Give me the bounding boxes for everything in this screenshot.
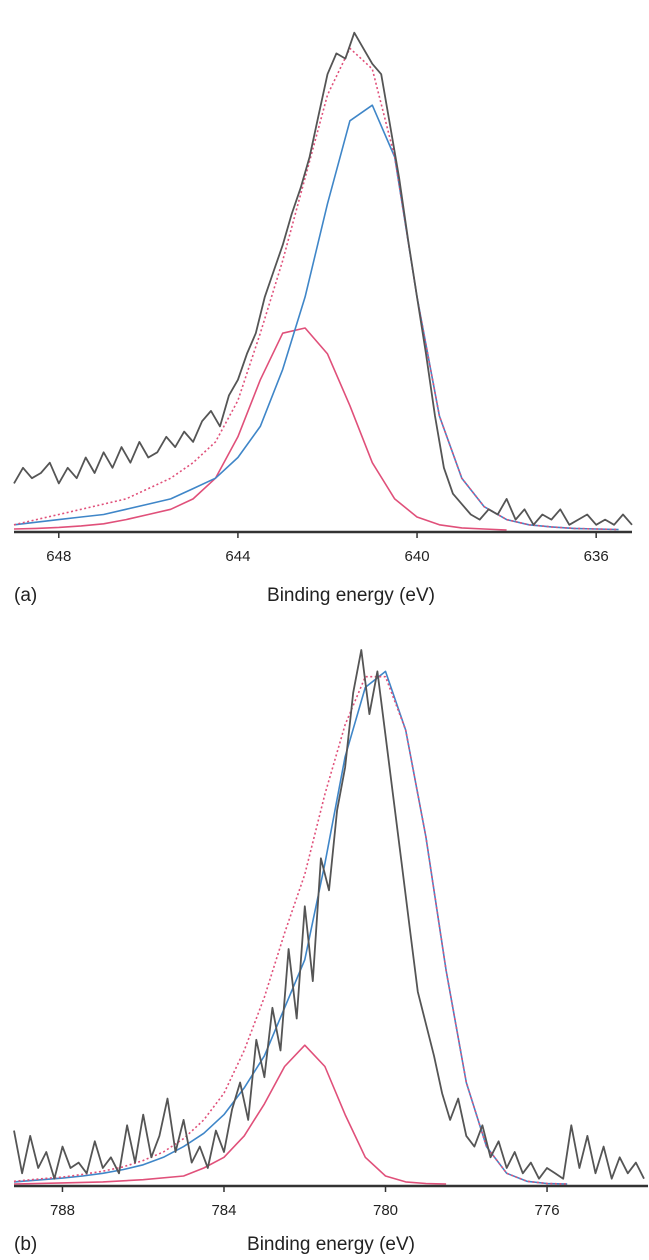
chart-b-ticks: 788 784 780 776 bbox=[50, 1186, 560, 1219]
chart-b-series-data bbox=[13, 649, 645, 1180]
chart-b-panel-label: (b) bbox=[14, 1234, 37, 1255]
chart-a-panel-label: (a) bbox=[14, 585, 37, 606]
chart-panel-b: 788 784 780 776 (b) Binding energy (eV) bbox=[0, 630, 649, 1260]
chart-b-series-component-minor bbox=[13, 1044, 447, 1185]
chart-a-series-component-main bbox=[13, 104, 619, 531]
chart-panel-a: 648 644 640 636 (a) Binding energy (eV) bbox=[0, 0, 649, 620]
chart-b-series-envelope bbox=[13, 675, 568, 1185]
chart-a-ticks: 648 644 640 636 bbox=[46, 532, 609, 565]
chart-a-x-axis-label: Binding energy (eV) bbox=[267, 585, 435, 606]
chart-a-plot-area bbox=[13, 31, 633, 531]
chart-a-series-data bbox=[13, 31, 633, 526]
chart-a-x-tick-label: 644 bbox=[225, 548, 250, 565]
chart-a-x-tick-label: 640 bbox=[405, 548, 430, 565]
chart-a-x-tick-label: 648 bbox=[46, 548, 71, 565]
chart-a-series-component-minor bbox=[13, 327, 507, 531]
chart-a-x-tick-label: 636 bbox=[584, 548, 609, 565]
chart-b-x-axis-label: Binding energy (eV) bbox=[247, 1234, 415, 1255]
chart-b-plot-area bbox=[13, 649, 645, 1185]
chart-b-x-tick-label: 776 bbox=[535, 1202, 560, 1219]
chart-b-svg: 788 784 780 776 (b) Binding energy (eV) bbox=[13, 649, 648, 1255]
chart-a-svg: 648 644 640 636 (a) Binding energy (eV) bbox=[13, 31, 633, 606]
chart-a-series-envelope bbox=[13, 47, 619, 531]
chart-b-series-component-main bbox=[13, 670, 568, 1185]
chart-b-x-tick-label: 780 bbox=[373, 1202, 398, 1219]
chart-b-x-tick-label: 784 bbox=[211, 1202, 236, 1219]
chart-b-x-tick-label: 788 bbox=[50, 1202, 75, 1219]
